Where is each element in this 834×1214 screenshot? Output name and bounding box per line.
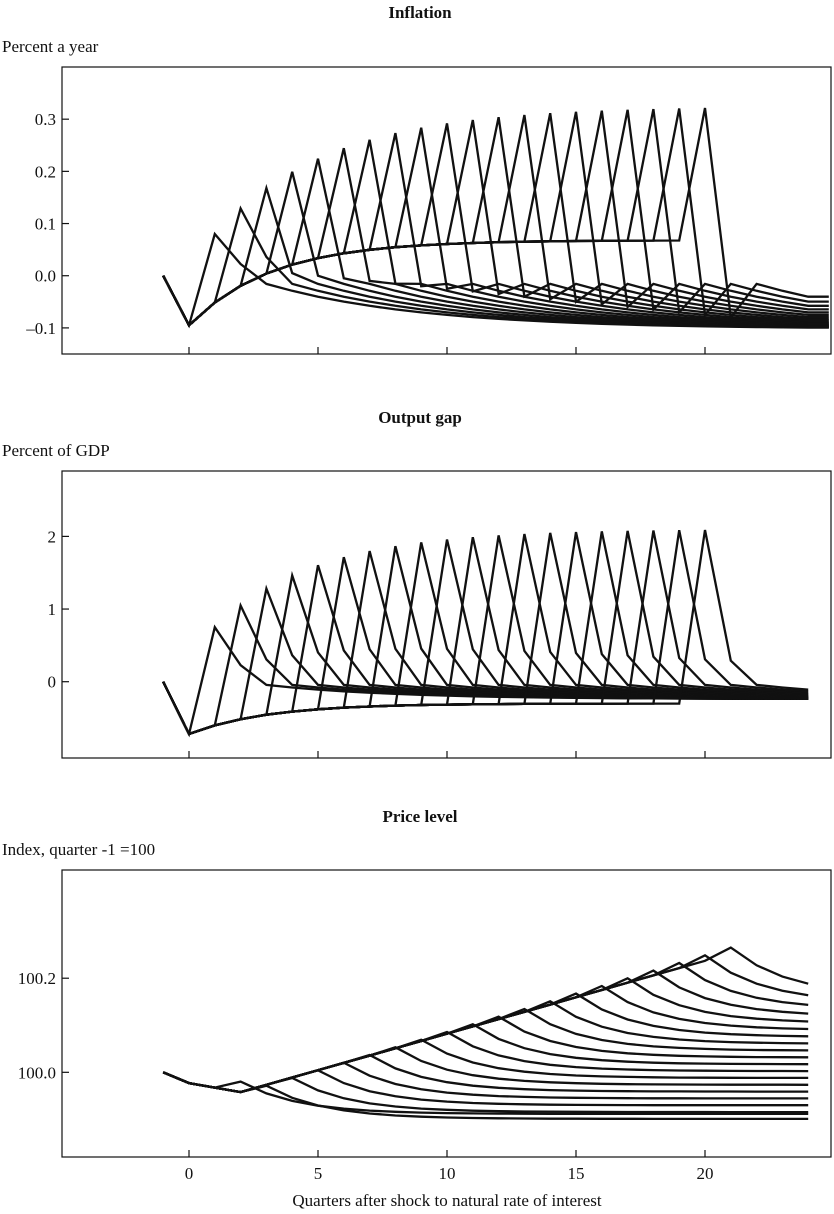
y-tick-label: –0.1 bbox=[25, 319, 56, 338]
y-unit-label-price-level: Index, quarter -1 =100 bbox=[2, 840, 155, 859]
series-line bbox=[162, 976, 809, 1094]
x-tick-label: 20 bbox=[697, 1164, 714, 1183]
x-tick-label: 0 bbox=[185, 1164, 194, 1183]
y-unit-label-inflation: Percent a year bbox=[2, 37, 99, 56]
panel-output-gap: Output gap Percent of GDP 2 1 0 bbox=[2, 408, 832, 759]
x-tickmarks-output-gap bbox=[188, 751, 706, 758]
x-ticks-price-level: 0 5 10 15 20 bbox=[185, 1150, 714, 1183]
series-line bbox=[162, 1071, 809, 1121]
panel-title-price-level: Price level bbox=[382, 807, 457, 826]
y-tick-label: 1 bbox=[48, 600, 57, 619]
series-line bbox=[162, 570, 809, 736]
series-line bbox=[162, 1071, 809, 1116]
series-line bbox=[162, 1015, 809, 1094]
panel-title-inflation: Inflation bbox=[388, 3, 452, 22]
y-tick-label: 0 bbox=[48, 673, 57, 692]
y-tick-label: 0.2 bbox=[35, 162, 56, 181]
x-tick-label: 5 bbox=[314, 1164, 323, 1183]
x-axis-label: Quarters after shock to natural rate of … bbox=[292, 1191, 601, 1210]
series-line bbox=[162, 550, 809, 736]
panel-price-level: Price level Index, quarter -1 =100 100.2… bbox=[2, 807, 832, 1183]
panel-inflation: Inflation Percent a year 0.3 0.2 0.1 0.0 –0.… bbox=[2, 3, 832, 355]
series-line bbox=[162, 961, 809, 1094]
series-lines-price-level bbox=[162, 946, 809, 1121]
panel-title-output-gap: Output gap bbox=[378, 408, 462, 427]
y-tick-label: 0.1 bbox=[35, 215, 56, 234]
series-line bbox=[162, 1023, 809, 1094]
y-unit-label-output-gap: Percent of GDP bbox=[2, 441, 110, 460]
y-ticks-inflation: 0.3 0.2 0.1 0.0 –0.1 bbox=[25, 110, 69, 338]
series-line bbox=[162, 109, 829, 328]
series-lines-output-gap bbox=[162, 529, 809, 738]
series-line bbox=[162, 545, 809, 736]
series-line bbox=[162, 624, 809, 738]
y-tick-label: 100.0 bbox=[18, 1063, 56, 1082]
series-line bbox=[162, 1061, 809, 1100]
series-line bbox=[162, 108, 829, 328]
series-line bbox=[162, 584, 809, 736]
y-tick-label: 0.0 bbox=[35, 267, 56, 286]
series-line bbox=[162, 946, 809, 1094]
series-line bbox=[162, 107, 829, 328]
y-ticks-output-gap: 2 1 0 bbox=[48, 527, 69, 692]
x-tick-label: 15 bbox=[568, 1164, 585, 1183]
x-tickmarks-inflation bbox=[188, 347, 706, 354]
series-line bbox=[162, 529, 809, 736]
plot-frame-output-gap bbox=[61, 470, 832, 759]
series-line bbox=[162, 108, 829, 328]
y-tick-label: 100.2 bbox=[18, 969, 56, 988]
x-tick-label: 10 bbox=[439, 1164, 456, 1183]
series-line bbox=[162, 110, 829, 328]
y-tick-label: 0.3 bbox=[35, 110, 56, 129]
y-ticks-price-level: 100.2 100.0 bbox=[18, 969, 69, 1082]
y-tick-label: 2 bbox=[48, 527, 57, 546]
series-lines-inflation bbox=[162, 107, 829, 329]
